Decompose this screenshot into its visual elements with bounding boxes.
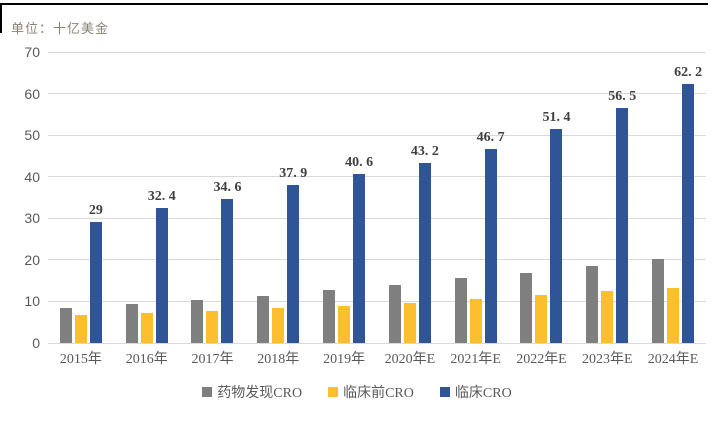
bar-临床前CRO-2015年 (74, 314, 87, 343)
legend-item-药物发现CRO: 药物发现CRO (202, 382, 302, 402)
data-label: 37. 9 (279, 166, 308, 182)
bar-group-2019年: 40. 6 (311, 52, 377, 343)
bar-临床CRO-2017年: 34. 6 (213, 180, 241, 343)
data-label: 40. 6 (345, 155, 374, 171)
data-label: 56. 5 (608, 89, 637, 105)
gridline-10 (48, 300, 706, 302)
x-tick-label: 2020年E (384, 352, 436, 367)
bar-药物发现CRO-2022年E (520, 273, 533, 343)
bar-临床前CRO-2024年E (667, 287, 680, 343)
bar-group-2017年: 34. 6 (180, 52, 246, 343)
bar-临床CRO-2022年E: 51. 4 (542, 110, 570, 343)
bar-临床前CRO-2021年E (469, 298, 482, 343)
x-tick-label: 2017年 (191, 352, 234, 367)
bar-药物发现CRO-2017年 (191, 300, 204, 343)
x-tick-label: 2024年E (647, 352, 699, 367)
data-label: 32. 4 (147, 189, 176, 205)
legend-item-临床CRO: 临床CRO (439, 382, 512, 402)
bar-临床前CRO-2022年E (535, 295, 548, 343)
y-tick-label: 30 (24, 210, 40, 227)
legend-label: 临床前CRO (343, 386, 414, 401)
bar-临床CRO-2023年E: 56. 5 (608, 89, 636, 343)
bar-临床前CRO-2020年E (403, 303, 416, 343)
bar-group-2018年: 37. 9 (245, 52, 311, 343)
bar-group-2023年E: 56. 5 (574, 52, 640, 343)
x-tick-label: 2018年 (257, 352, 300, 367)
bar-临床前CRO-2017年 (206, 311, 219, 343)
frame-left-border (0, 3, 2, 33)
legend-label: 临床CRO (454, 386, 512, 401)
data-label: 46. 7 (476, 129, 505, 145)
legend: 药物发现CRO 临床前CRO 临床CRO (0, 382, 714, 402)
gridline-50 (48, 134, 706, 136)
gridline-30 (48, 217, 706, 219)
x-tick-label: 2016年 (125, 352, 168, 367)
bar-临床前CRO-2018年 (272, 308, 285, 343)
x-axis-labels: 2015年 2016年 2017年 2018年 2019年 2020年E 2021年E 202… (48, 348, 706, 368)
bar-group-2021年E: 46. 7 (443, 52, 509, 343)
bar-临床CRO-2019年: 40. 6 (345, 155, 373, 343)
x-tick-label: 2021年E (450, 352, 501, 367)
plot-area: 29 32. 4 34. 6 37. 9 40. 6 43. 2 46. 7 51. 4 56.… (48, 51, 706, 344)
legend-marker-icon (328, 387, 339, 397)
bar-药物发现CRO-2018年 (257, 295, 270, 343)
legend-item-临床前CRO: 临床前CRO (328, 382, 414, 402)
bar-药物发现CRO-2015年 (59, 308, 72, 343)
bar-临床CRO-2016年: 32. 4 (148, 189, 176, 343)
legend-marker-icon (202, 387, 213, 397)
data-label: 51. 4 (542, 110, 571, 126)
data-label: 34. 6 (213, 180, 242, 196)
gridline-20 (48, 259, 706, 261)
gridline-40 (48, 176, 706, 178)
bar-临床CRO-2021年E: 46. 7 (477, 130, 505, 343)
bar-group-2015年: 29 (48, 52, 114, 343)
bar-group-2022年E: 51. 4 (509, 52, 575, 343)
y-tick-label: 20 (24, 251, 40, 268)
data-label: 29 (88, 203, 103, 219)
x-tick-label: 2023年E (581, 352, 633, 367)
data-label: 43. 2 (410, 144, 439, 160)
bar-临床CRO-2024年E: 62. 2 (674, 65, 702, 343)
bar-临床CRO-2015年: 29 (89, 203, 103, 343)
bar-group-2020年E: 43. 2 (377, 52, 443, 343)
y-tick-label: 0 (32, 335, 40, 351)
unit-label: 单位：十亿美金 (11, 21, 110, 36)
y-tick-label: 50 (24, 127, 40, 144)
bar-group-2024年E: 62. 2 (640, 52, 706, 343)
bar-药物发现CRO-2021年E (454, 278, 467, 343)
bar-临床前CRO-2016年 (140, 313, 153, 343)
y-tick-label: 40 (24, 168, 40, 185)
gridline-0 (48, 342, 706, 344)
bar-药物发现CRO-2023年E (586, 266, 599, 343)
bar-临床前CRO-2023年E (601, 291, 614, 343)
x-tick-label: 2022年E (516, 352, 567, 367)
bar-临床CRO-2018年: 37. 9 (279, 166, 307, 343)
y-tick-label: 10 (24, 293, 40, 310)
x-tick-label: 2019年 (323, 352, 366, 367)
bar-groups: 29 32. 4 34. 6 37. 9 40. 6 43. 2 46. 7 51. 4 56.… (48, 52, 706, 343)
bar-药物发现CRO-2020年E (388, 284, 401, 343)
bar-药物发现CRO-2019年 (323, 290, 336, 343)
y-tick-label: 60 (24, 85, 40, 102)
legend-label: 药物发现CRO (217, 386, 303, 401)
legend-marker-icon (439, 387, 450, 397)
y-tick-label: 70 (24, 44, 40, 60)
bar-临床CRO-2020年E: 43. 2 (411, 144, 439, 343)
bar-药物发现CRO-2024年E (652, 259, 665, 343)
gridline-60 (48, 93, 706, 95)
x-tick-label: 2015年 (59, 352, 102, 367)
frame-top-border (0, 3, 708, 5)
data-label: 62. 2 (674, 65, 703, 81)
bar-药物发现CRO-2016年 (125, 304, 138, 343)
bar-临床前CRO-2019年 (338, 306, 351, 343)
gridline-70 (48, 51, 706, 53)
bar-group-2016年: 32. 4 (114, 52, 180, 343)
